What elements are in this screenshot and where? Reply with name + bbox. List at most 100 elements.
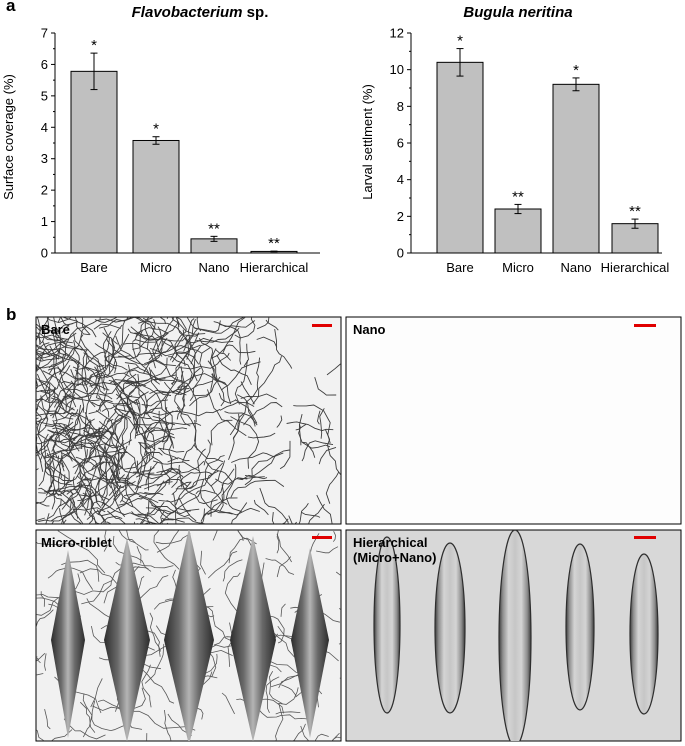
fouling-strand xyxy=(288,515,293,524)
fouling-strand xyxy=(38,465,50,487)
fouling-strand xyxy=(290,594,323,609)
fouling-strand xyxy=(112,472,124,489)
fouling-strand xyxy=(170,457,184,478)
fouling-strand xyxy=(237,530,244,541)
fouling-strand xyxy=(312,642,323,663)
fouling-strand xyxy=(74,369,93,389)
fouling-strand xyxy=(203,439,211,466)
fouling-strand xyxy=(36,384,42,418)
fouling-strand xyxy=(118,414,139,435)
fouling-strand xyxy=(53,423,89,431)
y-tick-label: 8 xyxy=(397,99,404,114)
panel-label-b: b xyxy=(6,305,17,324)
fouling-strand xyxy=(74,457,86,475)
fouling-strand xyxy=(169,328,198,361)
fouling-strand xyxy=(72,427,100,468)
fouling-strand xyxy=(150,369,157,383)
fouling-strand xyxy=(172,492,191,515)
fouling-strand xyxy=(206,389,247,437)
fouling-strand xyxy=(102,451,118,485)
fouling-strand xyxy=(136,546,142,564)
fouling-strand xyxy=(138,441,156,451)
fouling-strand xyxy=(137,468,178,489)
fouling-strand xyxy=(36,348,81,364)
fouling-strand xyxy=(159,337,168,357)
fouling-strand xyxy=(36,517,46,522)
fouling-strand xyxy=(72,476,85,504)
fouling-strand xyxy=(199,642,248,650)
fouling-strand xyxy=(286,421,334,432)
fouling-strand xyxy=(52,393,72,419)
fouling-strand xyxy=(137,373,176,426)
fouling-strand xyxy=(127,328,162,340)
fouling-strand xyxy=(113,381,137,405)
fouling-strand xyxy=(222,344,256,354)
fouling-strand xyxy=(193,568,200,599)
fouling-strand xyxy=(81,493,97,507)
fouling-strand xyxy=(138,653,161,670)
fouling-strand xyxy=(115,439,136,485)
fouling-strand xyxy=(63,718,106,740)
fouling-strand xyxy=(36,407,39,412)
fouling-strand xyxy=(177,373,218,389)
fouling-strand xyxy=(96,397,139,439)
fouling-strand xyxy=(58,423,80,452)
fouling-strand xyxy=(82,351,108,370)
fouling-strand xyxy=(80,701,96,733)
fouling-strand xyxy=(125,381,142,387)
fouling-strand xyxy=(86,484,122,520)
fouling-strand xyxy=(126,398,137,417)
fouling-strand xyxy=(271,634,317,646)
fouling-strand xyxy=(268,671,283,705)
fouling-strand xyxy=(79,568,134,599)
fouling-strand xyxy=(307,533,320,580)
fouling-strand xyxy=(49,345,77,408)
fouling-strand xyxy=(184,337,234,344)
fouling-strand xyxy=(256,336,278,348)
fouling-strand xyxy=(50,397,76,417)
fouling-strand xyxy=(44,463,74,481)
fouling-strand xyxy=(228,414,245,460)
fouling-strand xyxy=(139,512,149,524)
fouling-strand xyxy=(188,640,201,692)
y-tick-label: 12 xyxy=(390,26,404,41)
fouling-strand xyxy=(271,512,298,524)
fouling-strand xyxy=(175,481,192,506)
fouling-strand xyxy=(47,489,59,496)
fouling-strand xyxy=(180,631,205,640)
fouling-strand xyxy=(316,546,339,554)
fouling-strand xyxy=(69,489,84,524)
fouling-strand xyxy=(211,348,225,407)
fouling-strand xyxy=(301,440,334,462)
fouling-strand xyxy=(199,508,205,524)
fouling-strand xyxy=(229,400,248,436)
fouling-strand xyxy=(85,418,114,463)
fouling-strand xyxy=(78,414,126,445)
fouling-strand xyxy=(110,317,149,358)
fouling-strand xyxy=(187,578,202,586)
fouling-strand xyxy=(175,510,177,524)
fouling-strand xyxy=(40,365,71,394)
chart-flavobacterium: Flavobacterium sp. Surface coverage (%) … xyxy=(1,4,320,275)
fouling-strand xyxy=(219,401,255,411)
fouling-strand xyxy=(209,523,211,524)
fouling-strand xyxy=(211,373,227,386)
fouling-strand xyxy=(70,369,88,392)
fouling-strand xyxy=(144,427,188,433)
fouling-strand xyxy=(182,484,218,505)
fouling-strand xyxy=(36,673,44,676)
fouling-strand xyxy=(36,317,41,346)
fouling-strand xyxy=(256,317,270,330)
fouling-strand xyxy=(112,404,132,419)
fouling-strand xyxy=(215,349,232,361)
fouling-strand xyxy=(36,407,74,416)
fouling-strand xyxy=(46,453,65,472)
fouling-strand xyxy=(91,430,115,470)
fouling-strand xyxy=(270,674,319,708)
fouling-strand xyxy=(166,470,219,503)
fouling-strand xyxy=(151,491,201,515)
fouling-strand xyxy=(210,468,235,517)
y-tick-label: 3 xyxy=(41,151,48,166)
fouling-strand xyxy=(133,521,136,524)
fouling-strand xyxy=(92,705,127,715)
